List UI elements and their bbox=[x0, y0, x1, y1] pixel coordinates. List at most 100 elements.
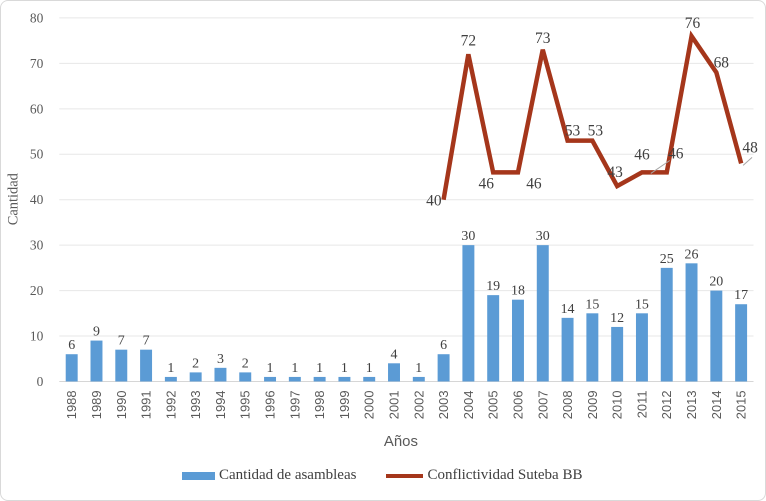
bar-label-2008: 14 bbox=[561, 302, 575, 317]
x-tick-label-2006: 2006 bbox=[510, 390, 525, 419]
legend-label-conflictividad: Conflictividad Suteba BB bbox=[427, 467, 583, 483]
line-label-2005: 46 bbox=[479, 175, 495, 192]
bar-2008 bbox=[561, 317, 574, 382]
bar-2004 bbox=[462, 245, 475, 382]
bar-2006 bbox=[512, 299, 524, 382]
bar-1991 bbox=[140, 349, 153, 382]
x-tick-label-2002: 2002 bbox=[411, 390, 426, 419]
bar-1992 bbox=[164, 376, 177, 382]
bar-1990 bbox=[115, 349, 128, 382]
bar-1997 bbox=[288, 376, 301, 382]
bar-label-2011: 15 bbox=[635, 297, 649, 312]
conflictividad-line bbox=[441, 30, 744, 201]
bar-1996 bbox=[264, 376, 277, 382]
bar-1989 bbox=[90, 340, 103, 382]
bar-2009 bbox=[586, 313, 599, 382]
x-tick-label-2004: 2004 bbox=[461, 390, 476, 419]
x-tick-label-2000: 2000 bbox=[362, 390, 377, 419]
bar-label-2000: 1 bbox=[366, 361, 373, 376]
bar-label-1990: 7 bbox=[118, 334, 125, 349]
bar-label-2007: 30 bbox=[536, 229, 550, 244]
bar-series-swatch bbox=[182, 471, 215, 480]
x-tick-label-2012: 2012 bbox=[659, 390, 674, 419]
legend-label-asambleas: Cantidad de asambleas bbox=[219, 467, 357, 483]
legend: Cantidad de asambleas Conflictividad Sut… bbox=[182, 467, 582, 484]
bar-label-1993: 2 bbox=[192, 356, 199, 371]
y-tick-label: 70 bbox=[30, 56, 44, 71]
x-tick-label-2014: 2014 bbox=[709, 390, 724, 419]
bar-1993 bbox=[189, 372, 202, 382]
bar-label-2001: 4 bbox=[391, 347, 398, 362]
bar-2015 bbox=[735, 304, 748, 382]
bar-label-2009: 15 bbox=[585, 297, 599, 312]
x-tick-label-2003: 2003 bbox=[436, 390, 451, 419]
x-tick-label-2010: 2010 bbox=[610, 390, 625, 419]
x-tick-label-2007: 2007 bbox=[535, 390, 550, 419]
line-label-2004: 72 bbox=[461, 32, 476, 49]
bar-1994 bbox=[214, 367, 227, 382]
bar-2003 bbox=[437, 354, 450, 382]
bar-series-layer bbox=[65, 245, 748, 382]
line-label-2011: 46 bbox=[634, 146, 650, 163]
x-tick-label-1997: 1997 bbox=[287, 390, 302, 419]
bar-label-2003: 6 bbox=[440, 338, 447, 353]
bar-label-2013: 26 bbox=[685, 247, 699, 262]
bar-2011 bbox=[635, 313, 648, 382]
x-tick-label-2008: 2008 bbox=[560, 390, 575, 419]
line-label-2012: 46 bbox=[668, 145, 684, 162]
bar-2002 bbox=[412, 376, 425, 382]
x-tick-label-1996: 1996 bbox=[263, 390, 278, 419]
bar-label-2012: 25 bbox=[660, 252, 674, 267]
bar-label-1994: 3 bbox=[217, 352, 224, 367]
bar-1988 bbox=[65, 354, 78, 382]
bar-label-2014: 20 bbox=[709, 275, 723, 290]
label-leader-2012 bbox=[650, 160, 671, 174]
bar-label-1992: 1 bbox=[167, 361, 174, 376]
line-label-2008: 53 bbox=[565, 123, 581, 140]
line-label-2006: 46 bbox=[526, 175, 542, 192]
x-tick-label-2005: 2005 bbox=[486, 390, 501, 419]
x-tick-label-1993: 1993 bbox=[188, 390, 203, 419]
bar-1995 bbox=[239, 372, 252, 382]
x-tick-label-1989: 1989 bbox=[89, 390, 104, 419]
line-label-2010: 43 bbox=[607, 164, 623, 181]
y-tick-label: 30 bbox=[30, 238, 44, 253]
bar-2001 bbox=[388, 363, 400, 382]
y-tick-label: 80 bbox=[30, 10, 44, 25]
x-tick-label-1990: 1990 bbox=[114, 390, 129, 419]
bar-label-1998: 1 bbox=[316, 361, 323, 376]
line-label-2009: 53 bbox=[588, 123, 604, 140]
bar-2007 bbox=[536, 245, 549, 382]
y-tick-label: 50 bbox=[30, 147, 44, 162]
bar-label-1997: 1 bbox=[291, 361, 298, 376]
y-tick-label: 40 bbox=[30, 192, 44, 207]
y-tick-label: 10 bbox=[30, 329, 44, 344]
line-label-2003: 40 bbox=[426, 193, 442, 210]
bar-2013 bbox=[685, 263, 698, 382]
bar-label-1989: 9 bbox=[93, 325, 100, 340]
x-tick-label-2013: 2013 bbox=[684, 390, 699, 419]
bar-2012 bbox=[660, 267, 673, 382]
bar-label-1996: 1 bbox=[267, 361, 274, 376]
x-tick-label-2009: 2009 bbox=[585, 390, 600, 419]
x-tick-label-1998: 1998 bbox=[312, 390, 327, 419]
x-tick-label-1999: 1999 bbox=[337, 390, 352, 419]
bar-label-2006: 18 bbox=[511, 284, 525, 299]
bar-label-2002: 1 bbox=[415, 361, 422, 376]
bar-label-1999: 1 bbox=[341, 361, 348, 376]
line-label-2015: 48 bbox=[742, 139, 758, 156]
x-tick-label-2001: 2001 bbox=[386, 390, 401, 419]
line-label-2014: 68 bbox=[714, 54, 730, 71]
y-axis-title: Cantidad bbox=[5, 172, 21, 225]
x-tick-label-2011: 2011 bbox=[634, 390, 649, 418]
bar-label-2005: 19 bbox=[486, 279, 500, 294]
x-axis-title: Años bbox=[384, 433, 418, 450]
y-tick-label: 20 bbox=[30, 283, 44, 298]
line-label-2013: 76 bbox=[685, 15, 701, 32]
bar-label-2004: 30 bbox=[461, 229, 475, 244]
x-tick-label-1991: 1991 bbox=[139, 390, 154, 419]
